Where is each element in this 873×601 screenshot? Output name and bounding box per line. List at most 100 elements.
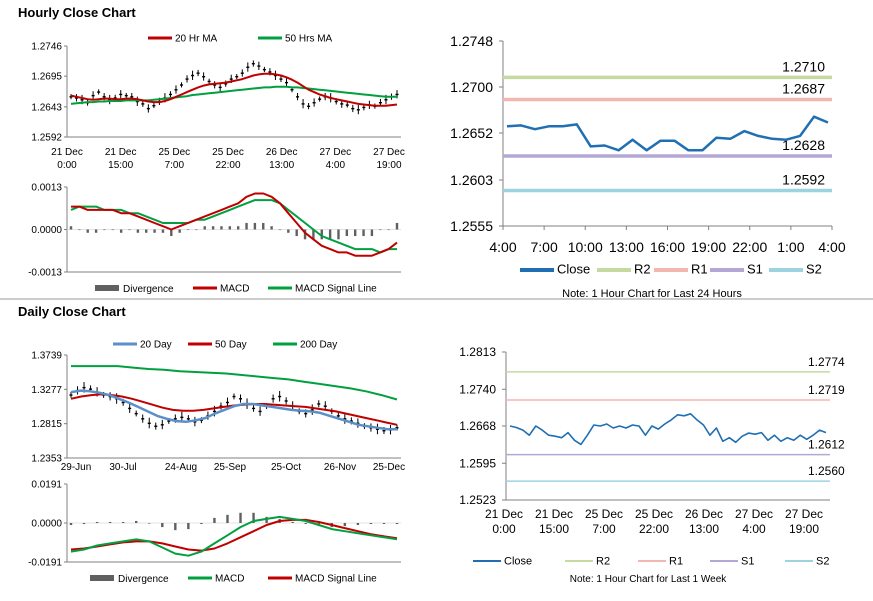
- daily-week-ytick-label: 1.2595: [459, 456, 496, 470]
- daily-macd-ytick-label: 0.0191: [31, 480, 62, 491]
- daily-week-xtick-date: 25 Dec: [585, 507, 623, 521]
- daily-macd-divergence-bar: [265, 516, 268, 523]
- daily-price-xtick-label: 25-Sep: [214, 462, 247, 473]
- daily-macd-divergence-bar: [161, 523, 164, 528]
- hourly-macd-divergence-bar: [328, 229, 332, 240]
- hourly-macd-divergence-bar: [337, 229, 340, 240]
- daily-section-title: Daily Close Chart: [18, 304, 126, 319]
- daily-macd-divergence-bar: [174, 523, 177, 531]
- daily-week-xtick-date: 21 Dec: [535, 507, 573, 521]
- daily-macd-divergence-bar: [200, 523, 203, 525]
- daily-week-xtick-date: 26 Dec: [685, 507, 723, 521]
- hourly-price-ytick-label: 1.2592: [31, 133, 62, 144]
- hourly-macd-line: [71, 192, 398, 257]
- daily-price-xtick-label: 29-Jun: [61, 462, 92, 473]
- daily-week-xtick-time: 19:00: [789, 522, 819, 536]
- daily-week-xtick-time: 4:00: [742, 522, 766, 536]
- daily-week-level-label-r1: 1.2719: [808, 383, 845, 397]
- hourly-price-xtick-date: 27 Dec: [319, 147, 351, 158]
- daily-macd-divergence-bar: [121, 521, 125, 523]
- hourly-24h-xtick-label: 7:00: [531, 239, 558, 255]
- hourly-24h-level-label-s1: 1.2628: [782, 137, 825, 153]
- daily-price-ytick-label: 1.3739: [31, 351, 62, 362]
- hourly-24h-s2-legend-label: S2: [806, 262, 822, 277]
- hourly-price-xtick-date: 21 Dec: [51, 147, 83, 158]
- hourly-macd-divergence-bar: [161, 229, 165, 233]
- daily-week-xtick-date: 21 Dec: [485, 507, 523, 521]
- hourly-macd-divergence-bar: [136, 229, 140, 233]
- hourly-macd-divergence-bar: [78, 229, 81, 231]
- daily-price-xtick-label: 26-Nov: [324, 462, 356, 473]
- hourly-price-xtick-time: 7:00: [165, 160, 185, 171]
- hourly-24h-ytick-label: 1.2652: [450, 125, 493, 141]
- daily-week-xtick-time: 22:00: [639, 522, 669, 536]
- hourly-macd-divergence-bar: [195, 229, 198, 231]
- hourly-ma50-legend-label: 50 Hrs MA: [285, 34, 333, 45]
- daily-week-xtick-time: 0:00: [492, 522, 516, 536]
- hourly-macd-divergence-bar: [262, 222, 265, 230]
- daily-week-ytick-label: 1.2740: [459, 382, 496, 396]
- hourly-macd-divergence-bar: [362, 229, 365, 237]
- hourly-24h-xtick-label: 10:00: [568, 239, 603, 255]
- hourly-macd-ytick-label: -0.0013: [28, 268, 62, 279]
- hourly-macd-divergence-bar: [111, 229, 114, 231]
- daily-week-s1-legend-label: S1: [741, 556, 754, 568]
- daily-macd-divergence-bar: [382, 523, 386, 525]
- daily-macd-divergence-bar: [187, 523, 190, 530]
- hourly-ma20-legend-label: 20 Hr MA: [175, 34, 218, 45]
- hourly-price-xtick-date: 21 Dec: [105, 147, 137, 158]
- hourly-macd-divergence-bar: [303, 229, 307, 240]
- daily-week-ytick-label: 1.2523: [459, 493, 496, 507]
- hourly-macd-divergence-bar: [203, 226, 206, 230]
- hourly-24h-xtick-label: 4:00: [818, 239, 845, 255]
- daily-macd-divergence-bar: [356, 523, 360, 526]
- daily-macd-divergence-bar: [369, 523, 373, 525]
- hourly-macd-ytick-label: 0.0013: [31, 183, 62, 194]
- daily-week-xtick-time: 15:00: [539, 522, 569, 536]
- daily-macd-divergence-bar: [135, 520, 138, 523]
- hourly-24h-ytick-label: 1.2700: [450, 79, 493, 95]
- hourly-24h-xtick-label: 1:00: [777, 239, 804, 255]
- daily-price-ytick-label: 1.2815: [31, 419, 62, 430]
- hourly-price-xtick-time: 15:00: [108, 160, 133, 171]
- daily-macd-divergence-bar: [291, 521, 294, 523]
- hourly-macd-divergence-bar: [379, 229, 382, 231]
- daily-week-note: Note: 1 Hour Chart for Last 1 Week: [570, 574, 728, 585]
- hourly-24h-xtick-label: 22:00: [732, 239, 767, 255]
- daily-signal-legend-label: MACD Signal Line: [295, 574, 377, 585]
- daily-week-s2-legend-label: S2: [816, 556, 829, 568]
- hourly-24h-xtick-label: 16:00: [650, 239, 685, 255]
- daily-price-xtick-label: 24-Aug: [165, 462, 197, 473]
- hourly-macd-divergence-bar: [295, 229, 298, 237]
- daily-divergence-legend-swatch: [90, 575, 114, 581]
- daily-macd-signal-line: [70, 518, 398, 552]
- hourly-macd-divergence-bar: [345, 229, 349, 237]
- hourly-24h-close-line: [506, 115, 829, 152]
- hourly-24h-ytick-label: 1.2603: [450, 172, 493, 188]
- daily-macd-divergence-bar: [213, 517, 216, 523]
- daily-week-ytick-label: 1.2668: [459, 419, 496, 433]
- daily-week-close-legend-label: Close: [504, 556, 532, 568]
- hourly-macd-divergence-bar: [178, 229, 181, 233]
- hourly-price-xtick-date: 26 Dec: [266, 147, 298, 158]
- hourly-24h-xtick-label: 13:00: [609, 239, 644, 255]
- daily-week-ytick-label: 1.2813: [459, 345, 496, 359]
- daily-week-level-label-s2: 1.2560: [808, 464, 845, 478]
- hourly-24h-r2-legend-label: R2: [634, 262, 651, 277]
- hourly-signal-legend-label: MACD Signal Line: [295, 284, 377, 295]
- hourly-24h-level-label-r2: 1.2710: [782, 58, 825, 74]
- hourly-macd-divergence-bar: [94, 229, 98, 233]
- hourly-section-title: Hourly Close Chart: [18, 5, 136, 20]
- hourly-price-xtick-time: 22:00: [215, 160, 240, 171]
- daily-macd-legend-label: MACD: [215, 574, 244, 585]
- daily-week-xtick-time: 7:00: [592, 522, 616, 536]
- hourly-macd-signal-line: [70, 199, 397, 254]
- daily-week-xtick-date: 27 Dec: [735, 507, 773, 521]
- daily-macd-divergence-bar: [239, 512, 242, 523]
- hourly-macd-divergence-bar: [370, 229, 374, 237]
- daily-week-xtick-date: 27 Dec: [785, 507, 823, 521]
- hourly-price-xtick-date: 27 Dec: [373, 147, 405, 158]
- daily-macd-line: [70, 515, 398, 557]
- hourly-macd-legend-label: MACD: [220, 284, 249, 295]
